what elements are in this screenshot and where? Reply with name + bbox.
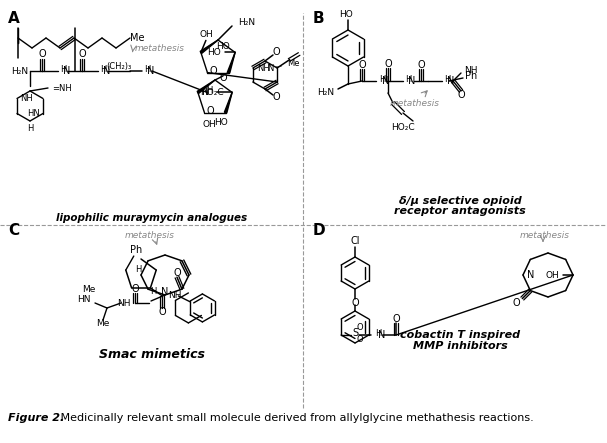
Text: NH: NH — [168, 291, 182, 300]
Text: N: N — [408, 76, 415, 86]
Text: Figure 2.: Figure 2. — [8, 413, 64, 423]
Text: δ/μ selective opioid: δ/μ selective opioid — [399, 196, 521, 206]
Text: metathesis: metathesis — [135, 43, 185, 53]
Text: N: N — [63, 66, 70, 76]
Text: OH: OH — [199, 30, 213, 39]
Text: H₂N: H₂N — [11, 66, 28, 75]
Text: NH: NH — [464, 66, 478, 74]
Text: H: H — [100, 65, 106, 74]
Text: H: H — [135, 265, 141, 275]
Text: Ph: Ph — [465, 71, 477, 81]
Text: S: S — [352, 328, 358, 338]
Text: Me: Me — [97, 319, 110, 329]
Text: Me: Me — [83, 285, 96, 295]
Text: O: O — [158, 307, 166, 317]
Text: H: H — [150, 287, 156, 295]
Text: O: O — [173, 268, 181, 278]
Text: H: H — [379, 74, 385, 83]
Text: O: O — [417, 60, 425, 70]
Text: N: N — [527, 270, 534, 280]
Text: B: B — [313, 11, 325, 26]
Text: metathesis: metathesis — [390, 98, 440, 108]
Text: H: H — [206, 86, 212, 95]
Text: HO: HO — [339, 9, 353, 19]
Text: O: O — [457, 90, 465, 100]
Text: OH: OH — [203, 120, 216, 129]
Polygon shape — [197, 80, 215, 93]
Text: O: O — [392, 314, 400, 324]
Text: N: N — [103, 66, 110, 76]
Text: HO₂C: HO₂C — [391, 123, 415, 132]
Text: NH: NH — [118, 299, 131, 307]
Text: N: N — [447, 76, 455, 86]
Text: A: A — [8, 11, 20, 26]
Text: O: O — [513, 298, 520, 307]
Text: D: D — [313, 222, 325, 237]
Text: lipophilic muraymycin analogues: lipophilic muraymycin analogues — [56, 213, 248, 223]
Text: O: O — [209, 66, 217, 76]
Text: OH: OH — [545, 271, 559, 280]
Text: O: O — [357, 335, 364, 345]
Text: O: O — [384, 59, 392, 69]
Text: N: N — [161, 287, 169, 297]
Polygon shape — [200, 40, 218, 54]
Text: H₂N: H₂N — [238, 18, 255, 27]
Text: cobactin T inspired: cobactin T inspired — [400, 330, 520, 340]
Text: HN: HN — [27, 109, 40, 118]
Text: H: H — [405, 74, 412, 83]
Text: HO: HO — [216, 42, 230, 51]
Text: O: O — [358, 60, 366, 70]
Text: O: O — [219, 73, 227, 83]
Text: O: O — [351, 298, 359, 308]
Text: H: H — [60, 65, 66, 74]
Text: O: O — [78, 49, 86, 59]
Text: N: N — [147, 66, 154, 76]
Polygon shape — [228, 52, 235, 73]
Text: (CH₂)₃: (CH₂)₃ — [106, 62, 132, 70]
Text: O: O — [272, 47, 280, 57]
Text: H₂N: H₂N — [317, 88, 334, 97]
Text: Medicinally relevant small molecule derived from allylglycine methathesis reacti: Medicinally relevant small molecule deri… — [57, 413, 534, 423]
Text: H: H — [144, 65, 151, 74]
Text: Me: Me — [287, 58, 300, 67]
Text: N: N — [378, 330, 385, 340]
Text: HO₂C: HO₂C — [200, 88, 224, 97]
Text: Ph: Ph — [130, 245, 142, 255]
Polygon shape — [225, 93, 232, 113]
Text: HO: HO — [208, 48, 221, 57]
Text: N: N — [202, 87, 209, 97]
Text: O: O — [357, 323, 364, 333]
Text: —: — — [275, 63, 282, 69]
Text: N: N — [382, 76, 389, 86]
Text: H: H — [27, 124, 33, 132]
Text: H: H — [444, 74, 450, 83]
Text: C: C — [8, 222, 19, 237]
Text: O: O — [272, 92, 280, 102]
Text: Smac mimetics: Smac mimetics — [99, 349, 205, 361]
Text: H: H — [375, 329, 382, 338]
Text: MMP inhibitors: MMP inhibitors — [413, 341, 507, 351]
Text: O: O — [38, 49, 46, 59]
Text: metathesis: metathesis — [520, 230, 570, 240]
Text: O: O — [206, 105, 214, 116]
Text: Me: Me — [130, 33, 144, 43]
Text: receptor antagonists: receptor antagonists — [394, 206, 526, 216]
Text: NH: NH — [20, 94, 33, 103]
Text: Cl: Cl — [350, 236, 360, 246]
Text: HO: HO — [214, 118, 228, 127]
Text: metathesis: metathesis — [125, 230, 175, 240]
Text: =NH: =NH — [52, 83, 72, 93]
Text: HN: HN — [78, 295, 91, 304]
Text: NH: NH — [257, 63, 270, 73]
Text: N: N — [266, 63, 273, 73]
Text: O: O — [131, 284, 139, 294]
